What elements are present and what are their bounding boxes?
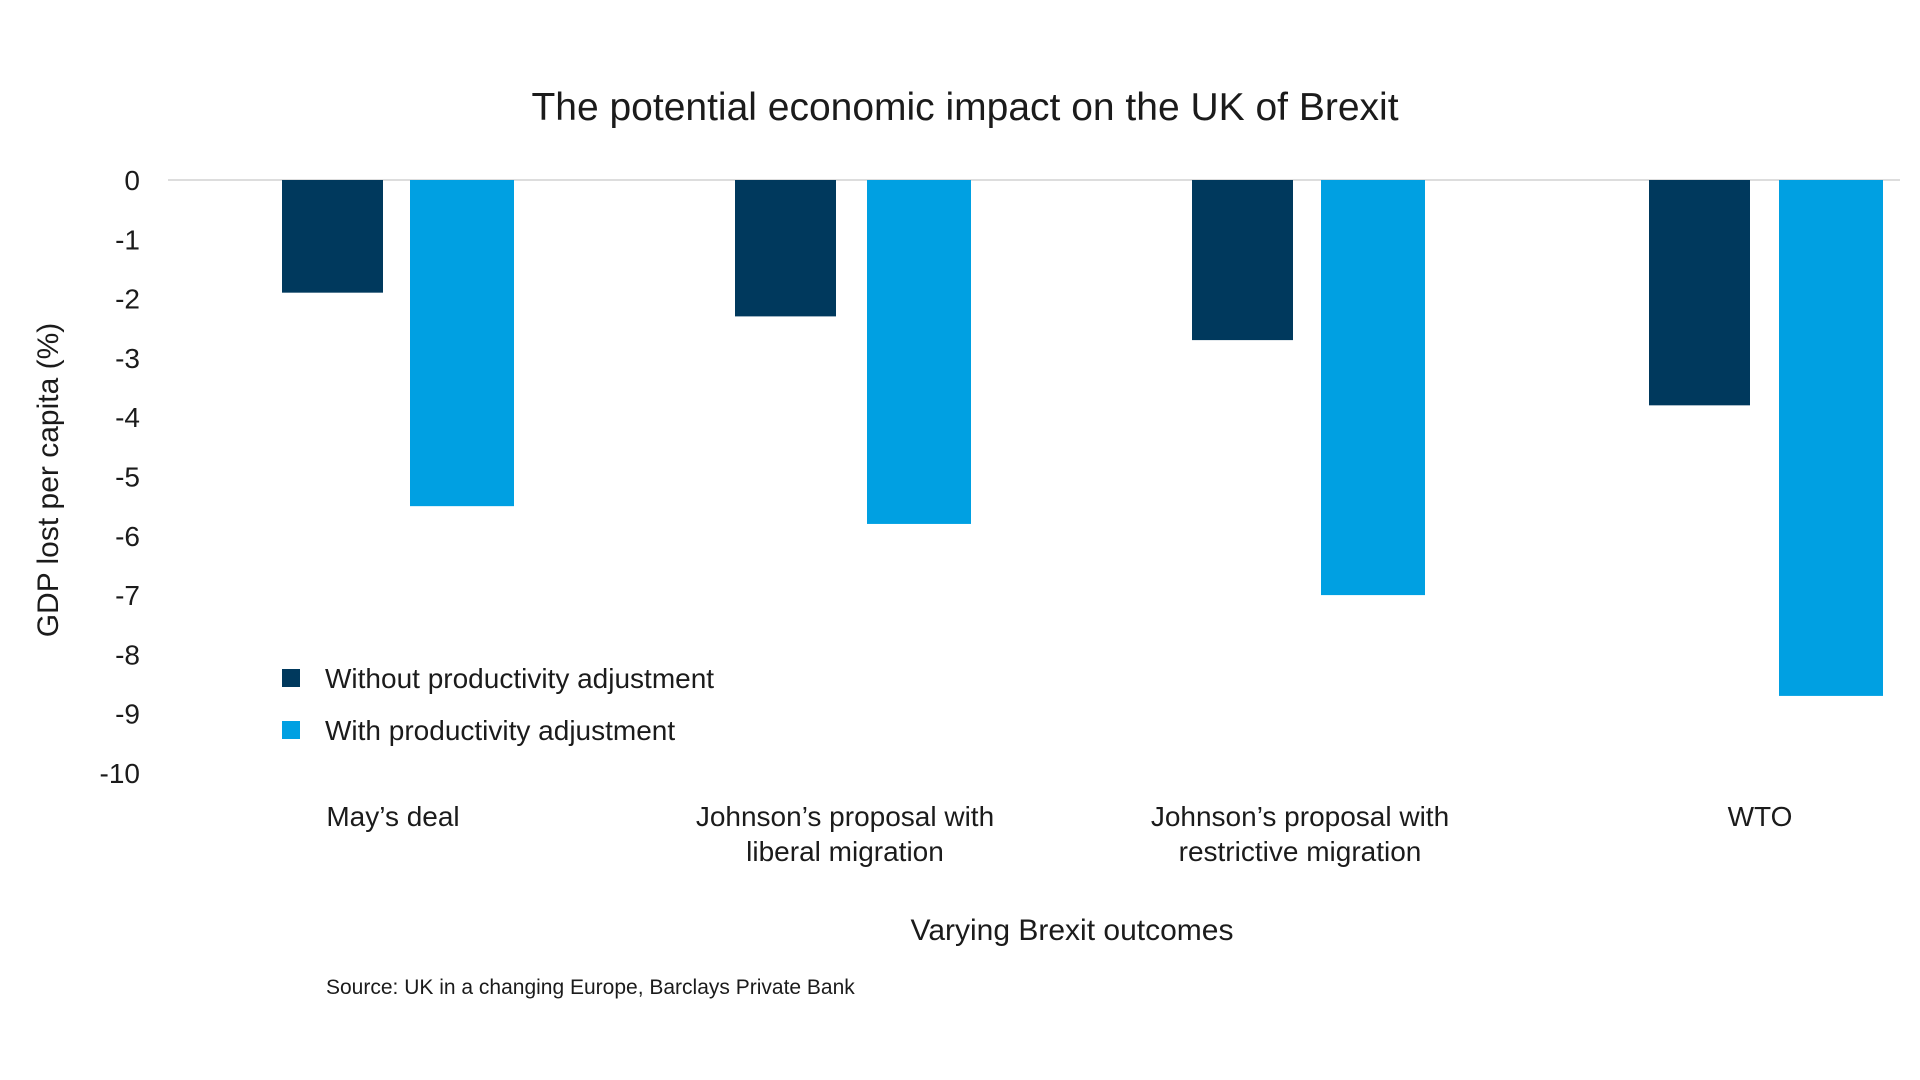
bar-without-adjustment <box>735 180 836 317</box>
source-note: Source: UK in a changing Europe, Barclay… <box>326 976 855 999</box>
bar-without-adjustment <box>1649 180 1750 406</box>
y-tick-label: -4 <box>115 402 140 433</box>
category-label: WTO <box>1728 801 1793 832</box>
y-tick-label: -5 <box>115 462 140 493</box>
y-tick-label: -3 <box>115 343 140 374</box>
legend-label: Without productivity adjustment <box>325 663 714 694</box>
bar-without-adjustment <box>282 180 383 293</box>
category-labels: May’s deal Johnson’s proposal with liberal… <box>326 801 1792 867</box>
chart-title: The potential economic impact on the UK … <box>531 86 1398 129</box>
category-label: Johnson’s proposal with <box>1151 801 1449 832</box>
category-label: May’s deal <box>326 801 459 832</box>
y-tick-label: -2 <box>115 284 140 315</box>
y-axis-ticks: 0 -1 -2 -3 -4 -5 -6 -7 -8 -9 -10 <box>100 165 140 789</box>
y-tick-label: -6 <box>115 521 140 552</box>
y-tick-label: -8 <box>115 639 140 670</box>
category-label: liberal migration <box>746 836 944 867</box>
bar-with-adjustment <box>1779 180 1883 696</box>
y-axis-title: GDP lost per capita (%) <box>32 323 65 638</box>
y-tick-label: -9 <box>115 699 140 730</box>
legend-swatch <box>282 669 300 687</box>
y-tick-label: -7 <box>115 580 140 611</box>
legend-swatch <box>282 721 300 739</box>
bar-without-adjustment <box>1192 180 1293 341</box>
bar-with-adjustment <box>1321 180 1425 596</box>
legend-label: With productivity adjustment <box>325 715 675 746</box>
bar-with-adjustment <box>867 180 971 524</box>
y-tick-label: 0 <box>124 165 140 196</box>
category-label: Johnson’s proposal with <box>696 801 994 832</box>
bars <box>282 180 1883 696</box>
y-tick-label: -10 <box>100 758 140 789</box>
x-axis-title: Varying Brexit outcomes <box>911 914 1234 947</box>
legend: Without productivity adjustment With prod… <box>282 663 714 746</box>
bar-with-adjustment <box>410 180 514 507</box>
y-tick-label: -1 <box>115 224 140 255</box>
category-label: restrictive migration <box>1179 836 1422 867</box>
